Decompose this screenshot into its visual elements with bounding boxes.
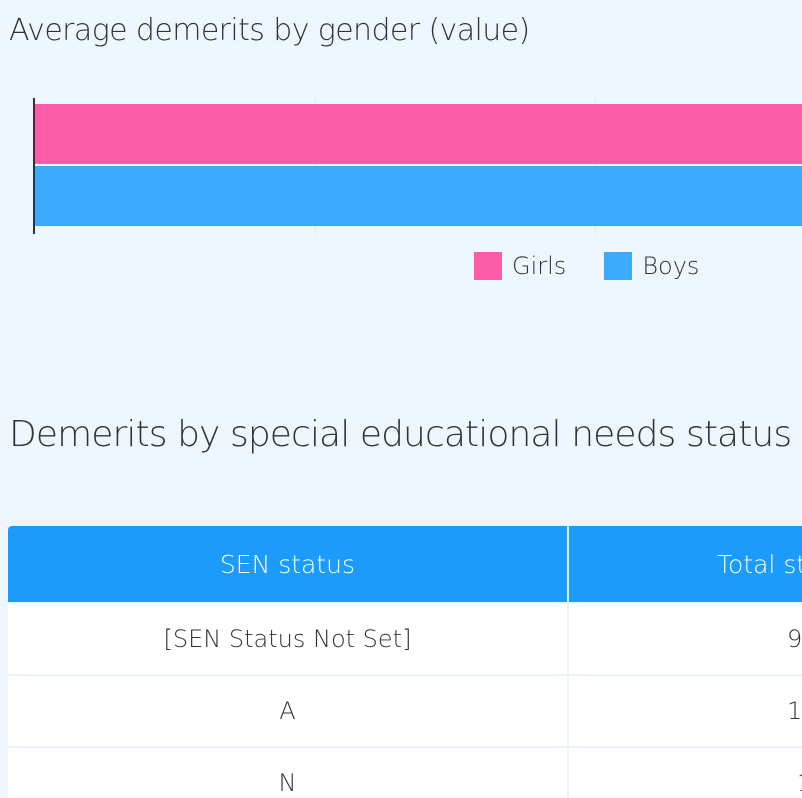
sen-table-container: SEN status Total st [SEN Status Not Set]… — [8, 526, 802, 798]
cell-sen-status: A — [8, 674, 569, 747]
legend-swatch-girls — [474, 252, 502, 280]
sen-demerits-table: SEN status Total st [SEN Status Not Set]… — [8, 526, 802, 798]
legend-item-girls[interactable]: Girls — [474, 252, 566, 280]
cell-total-value: 1 — [569, 769, 802, 797]
legend-swatch-boys — [604, 252, 633, 280]
table-header-row: SEN status Total st — [8, 526, 802, 603]
legend-label-girls: Girls — [512, 252, 567, 280]
cell-total: 1 — [568, 746, 802, 798]
gender-chart-title: Average demerits by gender (value) — [9, 13, 530, 48]
cell-total-value: 14 — [787, 697, 802, 725]
cell-total: 14 — [568, 674, 802, 747]
y-axis-line — [33, 98, 35, 234]
sen-table-title: Demerits by special educational needs st… — [9, 414, 792, 455]
gender-bar-chart — [0, 0, 802, 300]
column-header-total-students[interactable]: Total st — [568, 526, 802, 603]
table-row: [SEN Status Not Set] 97 — [8, 602, 802, 675]
table-row: N 1 — [8, 746, 802, 798]
legend-label-boys: Boys — [642, 252, 700, 280]
cell-total-value: 97 — [787, 625, 802, 653]
cell-total: 97 — [568, 602, 802, 675]
chart-legend: Girls Boys — [474, 252, 737, 280]
cell-sen-status: N — [8, 746, 569, 798]
column-header-sen-status[interactable]: SEN status — [8, 526, 569, 603]
cell-sen-status: [SEN Status Not Set] — [8, 602, 569, 675]
bar-boys[interactable] — [35, 166, 802, 226]
legend-item-boys[interactable]: Boys — [604, 252, 699, 280]
bar-girls[interactable] — [35, 104, 802, 164]
column-header-label: Total st — [717, 549, 802, 579]
table-row: A 14 — [8, 674, 802, 747]
